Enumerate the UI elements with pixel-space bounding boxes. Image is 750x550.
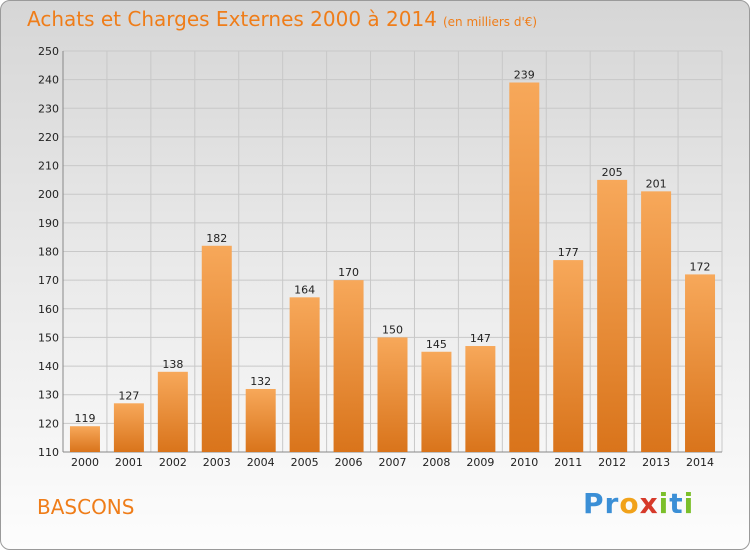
x-tick-label: 2001 bbox=[115, 456, 143, 469]
x-tick-label: 2008 bbox=[422, 456, 450, 469]
bar-value-label: 150 bbox=[382, 323, 403, 336]
bar bbox=[553, 260, 584, 452]
chart-title: Achats et Charges Externes 2000 à 2014 (e… bbox=[27, 7, 537, 31]
x-tick-label: 2011 bbox=[554, 456, 582, 469]
y-tick-label: 250 bbox=[38, 45, 59, 58]
logo-letter: t bbox=[669, 487, 684, 520]
x-tick-label: 2009 bbox=[466, 456, 494, 469]
bar-value-label: 119 bbox=[74, 412, 95, 425]
x-tick-label: 2007 bbox=[379, 456, 407, 469]
chart-title-text: Achats et Charges Externes 2000 à 2014 bbox=[27, 7, 437, 31]
bar bbox=[641, 191, 672, 452]
x-tick-label: 2012 bbox=[598, 456, 626, 469]
bar-value-label: 177 bbox=[558, 246, 579, 259]
y-tick-label: 240 bbox=[38, 74, 59, 87]
bar-value-label: 164 bbox=[294, 283, 315, 296]
data-labels: 119 127 138 182 132 164 170 150 145 147 239 177 205 2… bbox=[74, 69, 710, 426]
y-tick-label: 180 bbox=[38, 246, 59, 259]
x-tick-label: 2005 bbox=[291, 456, 319, 469]
bar bbox=[69, 426, 100, 452]
bar-value-label: 145 bbox=[426, 338, 447, 351]
bar bbox=[245, 388, 276, 452]
x-tick-label: 2010 bbox=[510, 456, 538, 469]
y-tick-label: 220 bbox=[38, 131, 59, 144]
y-tick-label: 170 bbox=[38, 274, 59, 287]
logo-letter: o bbox=[619, 487, 640, 520]
bar-value-label: 201 bbox=[646, 177, 667, 190]
y-tick-label: 130 bbox=[38, 389, 59, 402]
y-tick-label: 110 bbox=[38, 446, 59, 459]
x-tick-label: 2013 bbox=[642, 456, 670, 469]
bar-value-label: 127 bbox=[118, 389, 139, 402]
y-tick-label: 210 bbox=[38, 160, 59, 173]
bar-value-label: 205 bbox=[602, 166, 623, 179]
y-tick-label: 140 bbox=[38, 360, 59, 373]
bar bbox=[377, 337, 408, 452]
y-tick-label: 190 bbox=[38, 217, 59, 230]
logo-letter: P bbox=[583, 487, 605, 520]
location-name: BASCONS bbox=[37, 495, 135, 519]
y-tick-label: 200 bbox=[38, 188, 59, 201]
logo-letter: r bbox=[604, 487, 620, 520]
bar-value-label: 147 bbox=[470, 332, 491, 345]
x-tick-label: 2014 bbox=[686, 456, 714, 469]
bar bbox=[685, 274, 716, 452]
x-tick-label: 2006 bbox=[335, 456, 363, 469]
logo-letter: i bbox=[658, 487, 670, 520]
bar-value-label: 239 bbox=[514, 69, 535, 82]
bar bbox=[421, 351, 452, 452]
x-tick-label: 2003 bbox=[203, 456, 231, 469]
bar bbox=[289, 297, 320, 452]
bar bbox=[597, 179, 628, 452]
proxiti-logo: Proxiti bbox=[583, 487, 694, 520]
bar bbox=[465, 346, 496, 452]
bar bbox=[157, 371, 188, 452]
bar bbox=[509, 82, 540, 452]
bar-value-label: 182 bbox=[206, 232, 227, 245]
bars bbox=[69, 82, 716, 452]
y-tick-label: 120 bbox=[38, 417, 59, 430]
y-tick-label: 150 bbox=[38, 331, 59, 344]
bar bbox=[333, 280, 364, 452]
bar bbox=[201, 245, 232, 452]
bar-value-label: 172 bbox=[690, 260, 711, 273]
chart-subtitle: (en milliers d'€) bbox=[442, 15, 538, 29]
bar-value-label: 132 bbox=[250, 375, 271, 388]
axes: 110 120 130 140 150 160 170 180 190 200 210 220 230 2… bbox=[38, 45, 722, 469]
logo-letter: i bbox=[683, 487, 695, 520]
x-tick-label: 2002 bbox=[159, 456, 187, 469]
bar-value-label: 138 bbox=[162, 358, 183, 371]
y-tick-label: 160 bbox=[38, 303, 59, 316]
x-tick-label: 2004 bbox=[247, 456, 275, 469]
logo-letter: x bbox=[639, 487, 659, 520]
x-tick-label: 2000 bbox=[71, 456, 99, 469]
y-tick-label: 230 bbox=[38, 102, 59, 115]
bar-value-label: 170 bbox=[338, 266, 359, 279]
bar bbox=[113, 403, 144, 452]
